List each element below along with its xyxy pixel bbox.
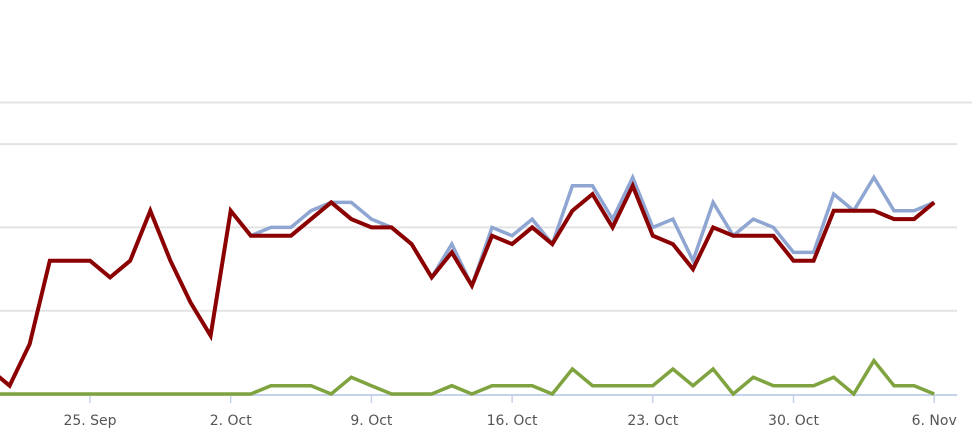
gridlines (0, 101, 972, 312)
x-tick-label: 30. Oct (768, 413, 819, 429)
x-tick-label: 2. Oct (210, 413, 253, 429)
x-tick-label: 16. Oct (487, 413, 538, 429)
series-line-2 (0, 357, 935, 397)
series-lines (0, 173, 936, 397)
x-tick-label: 6. Nov (912, 413, 957, 429)
x-axis: 25. Sep 2. Oct 9. Oct 16. Oct 23. Oct 30. Oct… (0, 394, 957, 429)
x-tick-label: 23. Oct (627, 413, 678, 429)
series-line-1 (0, 180, 936, 389)
x-tick-label: 25. Sep (63, 413, 116, 429)
x-tick-label: 9. Oct (350, 413, 393, 429)
